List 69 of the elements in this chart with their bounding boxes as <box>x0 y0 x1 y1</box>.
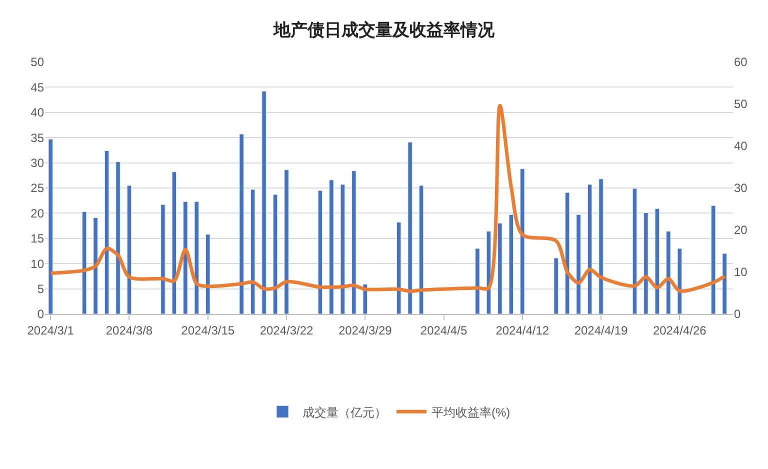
bar <box>272 194 278 314</box>
bar <box>475 248 480 314</box>
x-tick-label: 2024/3/1 <box>27 323 74 338</box>
bar <box>632 188 638 314</box>
bar <box>340 184 346 314</box>
y-tick-label: 45 <box>30 80 44 94</box>
y2-tick-label: 60 <box>734 55 748 70</box>
bar <box>710 205 716 314</box>
bar <box>262 90 266 314</box>
bar <box>576 214 581 314</box>
y-tick-label: 10 <box>30 256 44 271</box>
bar <box>318 190 323 314</box>
bar <box>48 138 53 314</box>
y-tick-label: 30 <box>30 156 44 170</box>
bar <box>239 134 244 314</box>
y-tick-label: 0 <box>37 307 44 322</box>
bar <box>508 214 514 314</box>
bar <box>587 184 592 314</box>
bar <box>183 201 188 314</box>
y2-tick-label: 50 <box>734 97 748 112</box>
x-tick-label: 2024/3/8 <box>106 323 153 338</box>
y2-tick-label: 10 <box>734 265 748 280</box>
line-series <box>48 104 726 294</box>
bar <box>520 168 525 314</box>
bar <box>722 253 727 314</box>
bar <box>408 142 412 314</box>
y2-tick-label: 20 <box>734 223 748 238</box>
x-tick-label: 2024/4/19 <box>574 323 628 338</box>
bar <box>116 162 120 314</box>
y2-tick-label: 40 <box>734 139 748 154</box>
bar <box>677 248 682 314</box>
y-tick-label: 40 <box>30 106 44 120</box>
bar <box>194 201 199 314</box>
x-tick-label: 2024/3/15 <box>181 323 235 338</box>
x-tick-label: 2024/4/26 <box>652 323 707 338</box>
bar <box>93 217 98 314</box>
bar <box>654 208 660 314</box>
x-tick-label: 2024/3/22 <box>260 323 314 338</box>
bar <box>172 172 177 314</box>
bar <box>160 204 166 314</box>
bar <box>284 170 289 314</box>
bar <box>498 223 502 314</box>
bar <box>554 258 558 314</box>
bar <box>644 212 648 314</box>
bar <box>352 170 356 314</box>
y2-tick-label: 30 <box>734 181 748 196</box>
bar <box>598 178 604 314</box>
bar <box>329 180 334 314</box>
x-tick-label: 2024/3/29 <box>338 323 392 338</box>
legend-label: 成交量（亿元） <box>302 405 386 420</box>
chart-title: 地产债日成交量及收益率情况 <box>272 20 496 40</box>
y-tick-label: 5 <box>37 282 44 296</box>
bar <box>82 211 87 314</box>
y-tick-label: 15 <box>30 232 44 246</box>
y-tick-label: 20 <box>30 206 44 220</box>
y-tick-label: 35 <box>30 130 44 145</box>
y-tick-label: 50 <box>30 55 44 70</box>
y2-tick-label: 0 <box>734 307 741 322</box>
bar <box>396 222 402 314</box>
x-tick-label: 2024/4/12 <box>496 323 550 338</box>
bar <box>250 189 256 314</box>
bar <box>418 185 424 314</box>
bar <box>104 150 110 314</box>
bar <box>206 234 210 314</box>
legend-label: 平均收益率(%) <box>432 405 510 420</box>
bar <box>666 231 671 314</box>
x-tick-label: 2024/4/5 <box>420 323 468 338</box>
y-tick-label: 25 <box>30 181 44 196</box>
bar <box>126 185 132 314</box>
